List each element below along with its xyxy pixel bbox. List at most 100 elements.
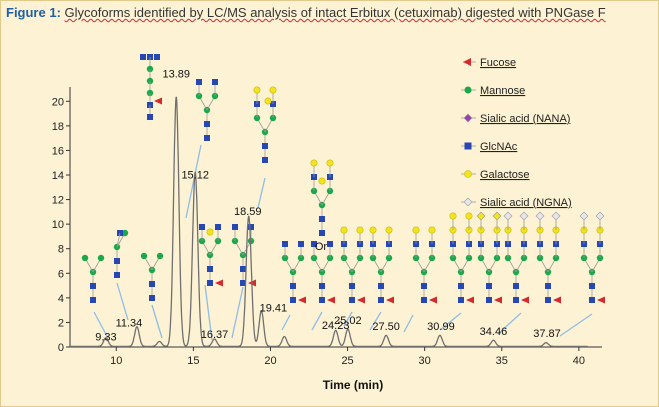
glcnac-icon: [199, 224, 205, 230]
y-tick-label: 6: [58, 268, 64, 280]
legend-label: Galactose: [480, 169, 530, 181]
peak-leader-lines: [93, 144, 593, 341]
glycan-bond: [116, 232, 121, 248]
galactose-icon: [318, 177, 326, 185]
galactose-icon: [206, 228, 214, 236]
fucose-icon: [553, 296, 561, 304]
glcnac-icon: [207, 280, 213, 286]
legend-label: Fucose: [480, 57, 516, 69]
glcnac-icon: [262, 143, 268, 149]
glcnac-icon: [282, 241, 288, 247]
leader-line: [497, 312, 522, 335]
peak-label: 19.41: [260, 302, 288, 314]
x-tick-label: 15: [187, 355, 199, 367]
glcnac-icon: [486, 297, 492, 303]
fucose-icon: [386, 296, 394, 304]
sialic-acid-icon: [535, 211, 545, 221]
legend-label: GlcNAc: [480, 141, 518, 153]
figure-caption: Figure 1: Glycoforms identified by LC/MS…: [6, 4, 646, 21]
legend-label: Sialic acid (NANA): [480, 113, 570, 125]
glcnac-icon: [378, 283, 384, 289]
glcnac-icon: [298, 241, 304, 247]
chromatogram-trace: [70, 96, 588, 348]
glcnac-icon: [204, 121, 210, 127]
fucose-icon: [357, 296, 365, 304]
leader-line: [343, 311, 353, 327]
y-tick-label: 0: [58, 342, 64, 354]
glcnac-icon: [149, 281, 155, 287]
galactose-icon: [253, 86, 261, 94]
glcnac-icon: [589, 297, 595, 303]
leader-line: [231, 286, 244, 339]
peak-label: 24.23: [322, 320, 350, 332]
sialic-acid-icon: [503, 211, 513, 221]
sialic-acid-icon: [595, 211, 605, 221]
glcnac-icon: [114, 272, 120, 278]
glcnac-icon: [215, 224, 221, 230]
peak-label: 16.37: [201, 329, 229, 341]
y-tick-label: 4: [58, 293, 64, 305]
glcnac-icon: [154, 54, 160, 60]
glcnac-icon: [319, 216, 325, 222]
leader-line: [559, 313, 593, 337]
peak-label: 37.87: [533, 328, 561, 340]
sialic-acid-icon: [492, 211, 502, 221]
glcnac-icon: [232, 224, 238, 230]
legend-square-icon: [464, 142, 472, 150]
fucose-icon: [494, 296, 502, 304]
glcnac-icon: [90, 283, 96, 289]
peak-label: 25.02: [334, 315, 362, 327]
fucose-icon: [466, 296, 474, 304]
glcnac-icon: [248, 224, 254, 230]
glcnac-icon: [290, 297, 296, 303]
legend-label: Mannose: [480, 85, 525, 97]
glcnac-icon: [327, 241, 333, 247]
peak-label: 27.50: [372, 321, 400, 333]
glcnac-icon: [378, 297, 384, 303]
sialic-acid-icon: [579, 211, 589, 221]
leader-line: [311, 311, 323, 331]
mannose-icon: [140, 252, 148, 260]
peak-labels: 9.3311.3413.8915.1216.3718.5919.4124.232…: [95, 69, 561, 344]
peak-label: 15.12: [181, 170, 209, 182]
sialic-acid-icon: [551, 211, 561, 221]
leader-line: [93, 311, 109, 339]
legend-diamond-icon: [463, 197, 473, 207]
leader-line: [204, 284, 213, 341]
peak-label: 18.59: [234, 206, 262, 218]
legend-label: Sialic acid (NGNA): [480, 197, 572, 209]
galactose-icon: [428, 226, 436, 234]
fucose-icon: [215, 279, 223, 287]
glcnac-icon: [319, 230, 325, 236]
peak-label: 34.46: [480, 326, 508, 338]
glcnac-icon: [319, 283, 325, 289]
y-tick-label: 8: [58, 244, 64, 256]
galactose-icon: [385, 226, 393, 234]
glcnac-icon: [486, 283, 492, 289]
fucose-icon: [597, 296, 605, 304]
legend-diamond-icon: [463, 113, 473, 123]
mannose-icon: [97, 254, 105, 262]
glcnac-icon: [421, 283, 427, 289]
or-annotation: Or: [315, 241, 328, 253]
galactose-icon: [356, 226, 364, 234]
x-tick-label: 40: [573, 355, 585, 367]
fucose-icon: [154, 97, 162, 105]
glcnac-icon: [147, 114, 153, 120]
glcnac-icon: [421, 297, 427, 303]
glcnac-icon: [207, 266, 213, 272]
leader-line: [403, 314, 414, 333]
mannose-icon: [81, 254, 89, 262]
glcnac-icon: [90, 297, 96, 303]
leader-line: [185, 144, 202, 219]
leader-line: [439, 312, 462, 331]
glcnac-icon: [140, 54, 146, 60]
figure-label: Figure 1:: [6, 5, 61, 20]
x-tick-label: 10: [110, 355, 122, 367]
glcnac-icon: [349, 297, 355, 303]
glcnac-icon: [290, 283, 296, 289]
peak-label: 11.34: [116, 317, 143, 329]
galactose-icon: [310, 159, 318, 167]
